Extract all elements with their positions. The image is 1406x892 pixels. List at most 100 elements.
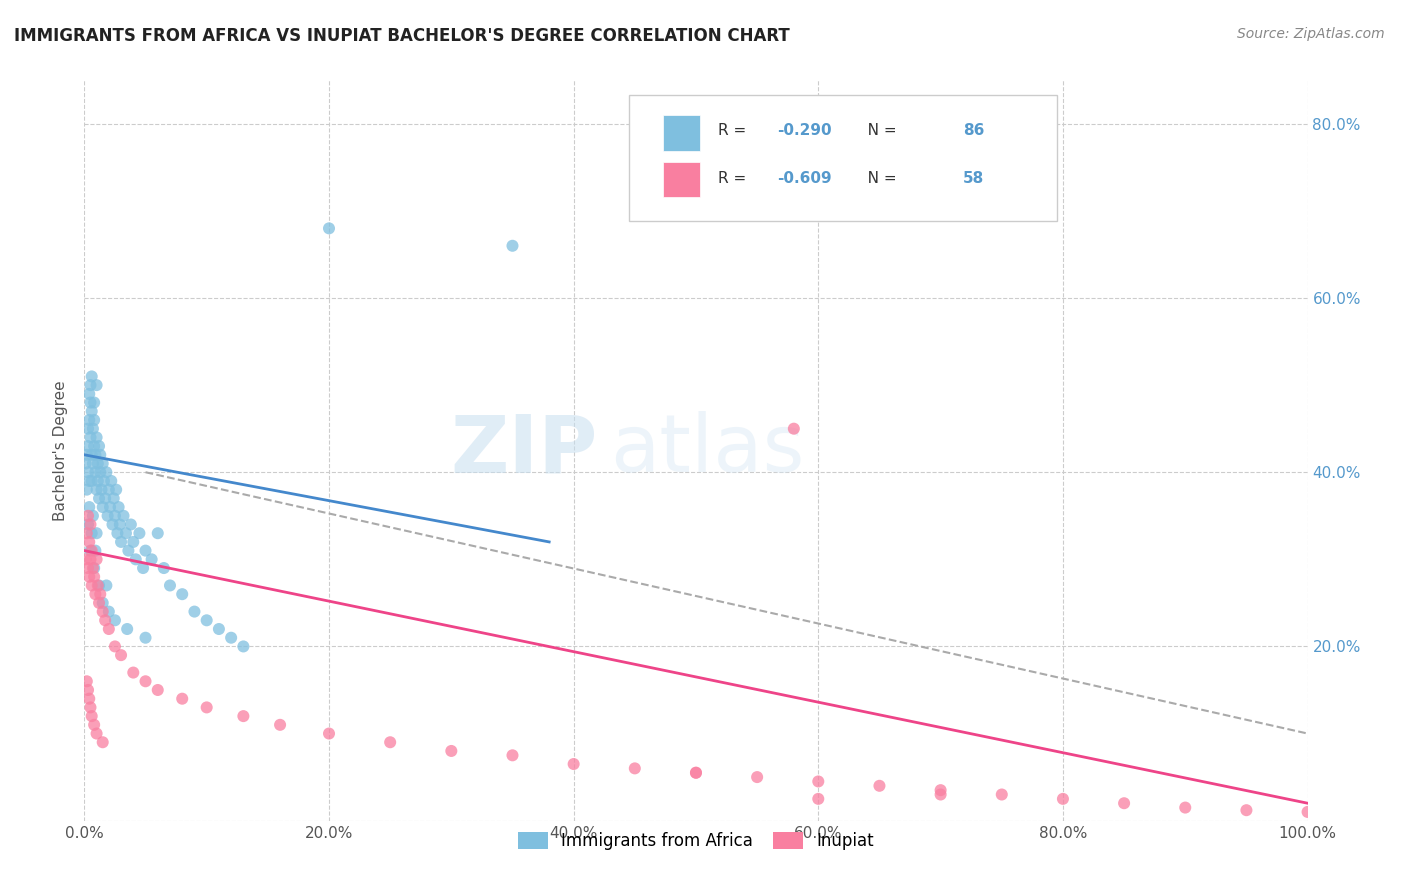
Point <box>98 500 121 514</box>
Point <box>84 543 107 558</box>
Point <box>83 413 105 427</box>
Point <box>77 439 100 453</box>
Point <box>96 578 118 592</box>
Point <box>77 465 100 479</box>
Point <box>76 448 98 462</box>
Point <box>83 718 105 732</box>
Point <box>77 387 100 401</box>
Point <box>104 640 127 654</box>
Point <box>97 508 120 523</box>
Y-axis label: Bachelor's Degree: Bachelor's Degree <box>53 380 69 521</box>
Point <box>91 457 114 471</box>
Point <box>83 439 105 453</box>
Point <box>77 517 100 532</box>
Point <box>91 596 114 610</box>
Point <box>105 526 128 541</box>
Point <box>79 700 101 714</box>
Point <box>1174 800 1197 814</box>
Point <box>82 561 104 575</box>
Text: 86: 86 <box>963 123 984 138</box>
Point <box>77 474 100 488</box>
Text: R =: R = <box>718 123 751 138</box>
Point <box>82 457 104 471</box>
FancyBboxPatch shape <box>664 115 700 151</box>
Point <box>110 535 132 549</box>
Point <box>107 500 129 514</box>
Point <box>122 665 145 680</box>
Point <box>82 508 104 523</box>
Point <box>159 578 181 592</box>
Point <box>87 578 110 592</box>
Text: -0.290: -0.290 <box>776 123 831 138</box>
Point <box>83 561 105 575</box>
Point <box>807 774 830 789</box>
Point <box>80 404 103 418</box>
Point <box>128 526 150 541</box>
Point <box>79 395 101 409</box>
Point <box>105 483 128 497</box>
Point <box>100 474 122 488</box>
Point <box>84 465 107 479</box>
Point <box>87 491 110 506</box>
Point <box>135 631 157 645</box>
Point <box>624 761 647 775</box>
Point <box>104 508 127 523</box>
Point <box>115 526 138 541</box>
Point <box>135 674 157 689</box>
Point <box>172 691 194 706</box>
Point <box>380 735 402 749</box>
Point <box>146 683 169 698</box>
Point <box>93 474 115 488</box>
Point <box>869 779 891 793</box>
Point <box>79 552 101 566</box>
Point <box>79 378 101 392</box>
Text: N =: N = <box>852 170 901 186</box>
Point <box>125 552 148 566</box>
Point <box>991 788 1014 802</box>
Point <box>232 709 254 723</box>
Point <box>77 413 100 427</box>
Point <box>80 448 103 462</box>
Point <box>929 788 952 802</box>
Point <box>77 691 100 706</box>
Point <box>80 543 103 558</box>
Point <box>87 578 110 592</box>
Point <box>83 395 105 409</box>
Point <box>89 465 111 479</box>
FancyBboxPatch shape <box>628 95 1057 221</box>
Text: IMMIGRANTS FROM AFRICA VS INUPIAT BACHELOR'S DEGREE CORRELATION CHART: IMMIGRANTS FROM AFRICA VS INUPIAT BACHEL… <box>14 27 790 45</box>
Point <box>747 770 769 784</box>
Point <box>112 508 135 523</box>
Point <box>89 448 111 462</box>
Point <box>91 735 114 749</box>
Point <box>318 726 340 740</box>
Point <box>86 526 108 541</box>
Point <box>232 640 254 654</box>
Point <box>807 792 830 806</box>
Point <box>79 517 101 532</box>
Point <box>77 508 100 523</box>
Point <box>80 369 103 384</box>
Point <box>77 422 100 436</box>
Point <box>87 474 110 488</box>
Point <box>783 422 806 436</box>
Point <box>219 631 242 645</box>
Text: -0.609: -0.609 <box>776 170 831 186</box>
Point <box>94 613 117 627</box>
Point <box>146 526 169 541</box>
Point <box>91 500 114 514</box>
Point <box>269 718 291 732</box>
Point <box>86 378 108 392</box>
Point <box>75 552 97 566</box>
Point <box>183 605 205 619</box>
Legend: Immigrants from Africa, Inupiat: Immigrants from Africa, Inupiat <box>512 825 880 856</box>
Point <box>115 622 138 636</box>
Point <box>83 570 105 584</box>
Point <box>97 622 120 636</box>
Point <box>86 726 108 740</box>
Point <box>77 535 100 549</box>
Point <box>80 474 103 488</box>
Point <box>87 457 110 471</box>
Point <box>94 491 117 506</box>
Point <box>562 757 585 772</box>
